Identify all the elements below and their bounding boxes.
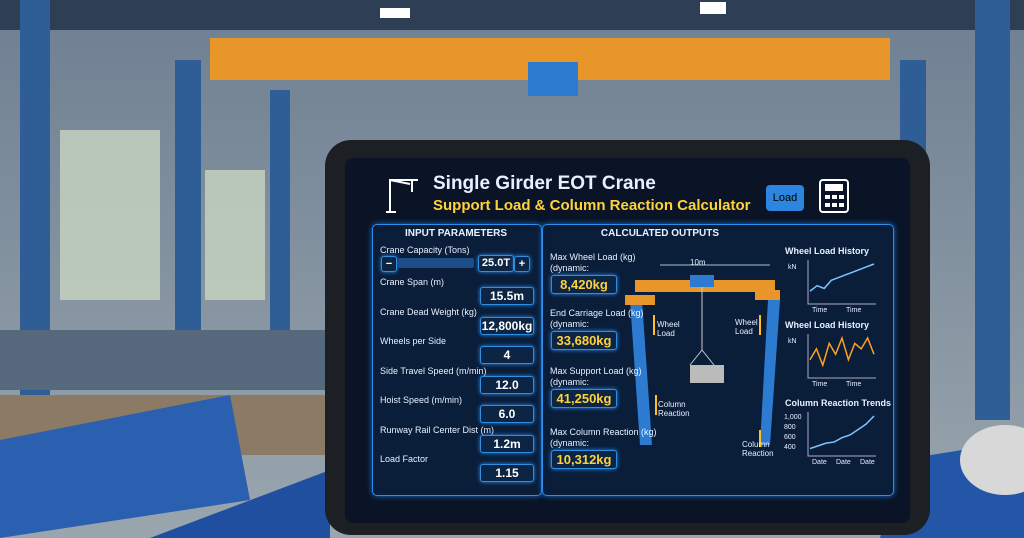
input-heading: INPUT PARAMETERS: [404, 228, 508, 239]
app-subtitle: Support Load & Column Reaction Calculato…: [433, 197, 751, 214]
chart-x-label: Date: [812, 459, 827, 466]
output-value: 10,312kg: [551, 450, 617, 469]
capacity-label: Crane Capacity (Tons): [380, 245, 470, 255]
input-label: Crane Span (m): [380, 277, 445, 287]
column-reaction-right: Column Reaction: [742, 440, 774, 458]
output-note: (dynamic:: [550, 263, 590, 273]
chart-axis: [807, 334, 876, 379]
input-value[interactable]: 6.0: [480, 405, 534, 423]
calculator-icon[interactable]: [818, 178, 850, 214]
increment-button[interactable]: +: [514, 256, 530, 272]
input-value[interactable]: 12,800kg: [480, 316, 534, 335]
span-label: 10m: [690, 258, 706, 267]
chart-y-tick: 600: [784, 434, 796, 441]
column-reaction-left: Column Reaction: [658, 400, 690, 418]
chart-title: Column Reaction Trends: [785, 398, 892, 408]
output-note: (dynamic:: [550, 438, 590, 448]
capacity-value[interactable]: 25.0T: [478, 255, 514, 272]
crane-icon: [386, 179, 418, 213]
chart-x-label: Time: [846, 381, 862, 388]
chart-y-tick: 1,000: [784, 414, 802, 421]
input-value[interactable]: 1.2m: [480, 434, 534, 453]
chart-y-tick: 400: [784, 444, 796, 451]
capacity-slider[interactable]: [398, 258, 474, 268]
input-value[interactable]: 4: [480, 346, 534, 364]
chart-unit: kN: [788, 338, 797, 345]
input-label: Load Factor: [380, 454, 429, 464]
input-value[interactable]: 12.0: [480, 375, 534, 394]
chart-unit: kN: [788, 264, 797, 271]
chart-axis: [807, 412, 876, 457]
input-label: Crane Dead Weight (kg): [380, 306, 477, 317]
chart-x-label: Time: [812, 307, 828, 314]
chart-y-tick: 800: [784, 424, 796, 431]
input-value[interactable]: 15.5m: [480, 287, 534, 305]
chart-x-label: Date: [860, 459, 875, 466]
output-label: End Carriage Load (kg): [550, 308, 644, 318]
mini-chart: [807, 334, 876, 379]
output-value: 8,420kg: [551, 275, 617, 294]
chart-title: Wheel Load History: [785, 246, 870, 256]
input-label: Side Travel Speed (m/min): [380, 365, 487, 376]
mini-chart: [807, 260, 876, 305]
wheel-load-right: Wheel Load: [735, 318, 758, 336]
output-value: 33,680kg: [551, 331, 617, 350]
input-label: Wheels per Side: [380, 336, 447, 346]
app-title: Single Girder EOT Crane: [433, 173, 656, 194]
input-label: Hoist Speed (m/min): [380, 395, 463, 405]
chart-line: [809, 263, 875, 292]
output-value: 41,250kg: [551, 389, 617, 408]
input-label: Runway Rail Center Dist (m): [380, 424, 495, 435]
chart-line: [809, 335, 875, 368]
output-label: Max Column Reaction (kg): [550, 427, 657, 437]
mini-chart: [807, 412, 876, 457]
output-note: (dynamic:: [550, 319, 590, 329]
chart-line: [809, 415, 875, 450]
wheel-load-left: Wheel Load: [657, 320, 680, 338]
output-note: (dynamic:: [550, 377, 590, 387]
output-label: Max Support Load (kg): [550, 366, 642, 376]
load-badge[interactable]: Load: [766, 185, 804, 211]
chart-x-label: Time: [846, 307, 862, 314]
crane-diagram: [625, 264, 780, 447]
output-label: Max Wheel Load (kg): [550, 252, 636, 262]
chart-x-label: Time: [812, 381, 828, 388]
chart-title: Wheel Load History: [785, 320, 870, 330]
output-heading: CALCULATED OUTPUTS: [600, 228, 720, 239]
chart-axis: [807, 260, 876, 305]
input-value[interactable]: 1.15: [480, 464, 534, 482]
chart-x-label: Date: [836, 459, 851, 466]
decrement-button[interactable]: −: [381, 256, 397, 272]
